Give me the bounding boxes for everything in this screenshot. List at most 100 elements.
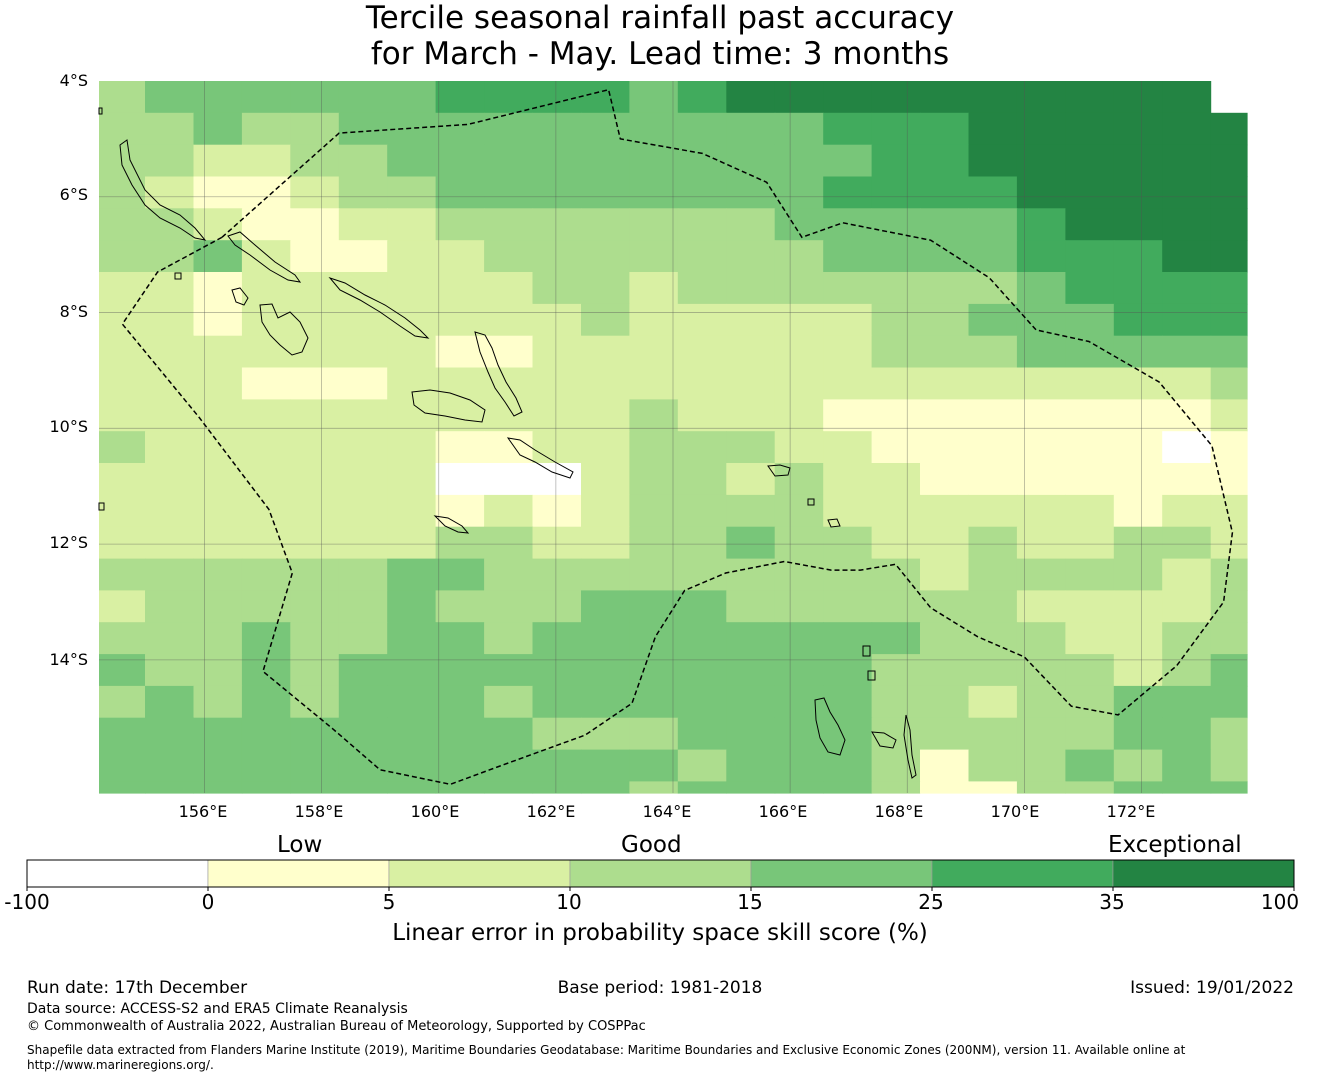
skill-cell (581, 176, 630, 209)
skill-cell (387, 558, 437, 591)
skill-cell (435, 335, 485, 369)
skill-cell (1113, 335, 1163, 369)
skill-cell (1065, 654, 1115, 687)
skill-cell (193, 526, 243, 560)
skill-cell (581, 558, 630, 591)
skill-cell (629, 303, 679, 337)
skill-cell (338, 367, 388, 400)
skill-cell (581, 526, 630, 560)
skill-cell (774, 240, 824, 273)
skill-cell (629, 431, 679, 464)
lat-label-8s: 8°S (59, 302, 88, 321)
skill-cell (629, 240, 679, 273)
skill-cell (871, 717, 921, 751)
skill-cell (677, 272, 727, 305)
skill-cell (387, 654, 437, 687)
skill-cell (920, 654, 969, 687)
skill-cell (968, 208, 1018, 241)
lon-label-160e: 160°E (410, 802, 460, 821)
skill-cell (1113, 717, 1163, 751)
skill-cell (968, 622, 1018, 655)
skill-cell (338, 590, 388, 623)
skill-cell (484, 208, 534, 241)
title-line-1: Tercile seasonal rainfall past accuracy (365, 0, 955, 36)
skill-cell (823, 654, 873, 687)
skill-cell (241, 208, 291, 241)
skill-cell (677, 367, 727, 400)
skill-cell (629, 367, 679, 400)
skill-cell (387, 112, 437, 146)
skill-cell (338, 208, 388, 241)
skill-cell (532, 240, 582, 273)
skill-cell (387, 399, 437, 432)
island-small-7 (174, 272, 182, 280)
skill-cell (484, 494, 534, 528)
skill-cell (871, 144, 921, 178)
skill-cell (823, 272, 873, 305)
skill-cell (677, 208, 727, 241)
skill-cell (871, 590, 921, 623)
skill-cell (145, 494, 194, 528)
skill-cell (241, 526, 291, 560)
skill-cell (774, 81, 824, 114)
skill-cell (338, 176, 388, 209)
skill-cell (241, 367, 291, 400)
skill-cell (387, 494, 437, 528)
skill-cell (1210, 399, 1248, 432)
skill-cell (193, 303, 243, 337)
skill-cell (726, 494, 776, 528)
skill-cell (484, 526, 534, 560)
skill-cell (629, 558, 679, 591)
skill-cell (871, 781, 921, 794)
skill-cell (1162, 622, 1212, 655)
skill-cell (774, 494, 824, 528)
data-source: Data source: ACCESS-S2 and ERA5 Climate … (27, 1001, 408, 1017)
skill-cell (145, 81, 194, 114)
skill-cell (871, 335, 921, 369)
skill-cell (387, 335, 437, 369)
skill-cell (1016, 781, 1066, 794)
skill-cell (484, 81, 534, 114)
skill-cell (193, 208, 243, 241)
skill-cell (581, 622, 630, 655)
skill-cell (920, 208, 969, 241)
skill-cell (290, 431, 340, 464)
skill-cell (726, 303, 776, 337)
skill-cell (677, 144, 727, 178)
skill-cell (726, 81, 776, 114)
island-small-4 (867, 670, 876, 681)
skill-cell (1065, 367, 1115, 400)
skill-cell (290, 654, 340, 687)
skill-cell (1210, 590, 1248, 623)
skill-cell (677, 590, 727, 623)
colorbar-ticks (26, 887, 1295, 891)
skill-cell (677, 622, 727, 655)
skill-cell (1162, 399, 1212, 432)
island-rennell (433, 515, 470, 534)
skill-cell (581, 144, 630, 178)
shapefile-credit-line-1: Shapefile data extracted from Flanders M… (27, 1043, 1186, 1057)
skill-cell (581, 272, 630, 305)
skill-cell (581, 208, 630, 241)
skill-cell (484, 335, 534, 369)
lat-label-12s: 12°S (49, 533, 88, 552)
skill-cell (290, 526, 340, 560)
island-small-3 (862, 645, 871, 657)
skill-cell (99, 176, 146, 209)
skill-cell (871, 367, 921, 400)
skill-cell (968, 81, 1018, 114)
skill-cell (1113, 558, 1163, 591)
base-period: Base period: 1981-2018 (557, 978, 763, 998)
skill-cell (871, 431, 921, 464)
skill-cell (145, 526, 194, 560)
skill-cell (1016, 208, 1066, 241)
skill-cell (871, 526, 921, 560)
skill-cell (1162, 112, 1212, 146)
skill-cell (677, 558, 727, 591)
chart-title: Tercile seasonal rainfall past accuracy … (0, 0, 1320, 72)
skill-cell (1113, 622, 1163, 655)
skill-cell (920, 431, 969, 464)
skill-cell (1016, 685, 1066, 719)
map-gridlines (99, 81, 1247, 793)
skill-cell (338, 112, 388, 146)
